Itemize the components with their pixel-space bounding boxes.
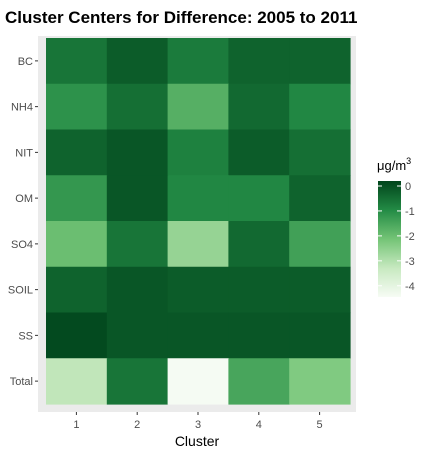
chart-title: Cluster Centers for Difference: 2005 to … bbox=[5, 8, 357, 27]
heatmap-cell-so4-2 bbox=[106, 221, 169, 268]
x-tick-label-4: 4 bbox=[256, 419, 262, 431]
colorbar-tick-label: -4 bbox=[405, 281, 415, 293]
heatmap-cell-nh4-3 bbox=[167, 83, 229, 131]
heatmap-cell-nit-4 bbox=[228, 129, 290, 176]
heatmap-cell-soil-3 bbox=[167, 266, 229, 314]
y-tick-label-bc: BC bbox=[18, 56, 33, 68]
x-tick-label-2: 2 bbox=[134, 419, 140, 431]
heatmap-cell-bc-2 bbox=[106, 38, 169, 85]
heatmap-cell-total-2 bbox=[106, 358, 169, 405]
heatmap-cell-ss-4 bbox=[228, 312, 290, 359]
heatmap-cell-ss-5 bbox=[289, 312, 351, 359]
heatmap-cell-nh4-2 bbox=[106, 83, 169, 131]
heatmap-cell-soil-1 bbox=[46, 266, 108, 314]
heatmap-cell-om-5 bbox=[289, 175, 351, 222]
y-tick-label-nh4: NH4 bbox=[11, 102, 33, 114]
heatmap-cell-om-2 bbox=[106, 175, 169, 222]
colorbar-title-unit: μg/m bbox=[377, 158, 406, 173]
heatmap-cell-bc-1 bbox=[46, 38, 108, 85]
heatmap-cell-soil-5 bbox=[289, 266, 351, 314]
y-tick-label-nit: NIT bbox=[15, 147, 33, 159]
x-tick-label-1: 1 bbox=[73, 419, 79, 431]
heatmap-cell-soil-2 bbox=[106, 266, 169, 314]
heatmap-cell-nh4-4 bbox=[228, 83, 290, 131]
heatmap-cell-so4-3 bbox=[167, 221, 229, 268]
heatmap-cell-ss-3 bbox=[167, 312, 229, 359]
heatmap-cell-bc-4 bbox=[228, 38, 290, 85]
heatmap-cell-total-4 bbox=[228, 358, 290, 405]
heatmap-cell-ss-1 bbox=[46, 312, 108, 359]
heatmap-cell-so4-5 bbox=[289, 221, 351, 268]
heatmap-cell-so4-1 bbox=[46, 221, 108, 268]
y-axis: BC NH4 NIT OM SO4 SOIL SS Total bbox=[8, 56, 38, 388]
heatmap-cell-nh4-5 bbox=[289, 83, 351, 131]
heatmap-cell-total-1 bbox=[46, 358, 108, 405]
heatmap-cell-om-1 bbox=[46, 175, 108, 222]
heatmap-cell-nit-1 bbox=[46, 129, 108, 176]
colorbar-tick-label: -3 bbox=[405, 256, 415, 268]
heatmap-cell-nit-3 bbox=[167, 129, 229, 176]
y-tick-label-ss: SS bbox=[18, 330, 33, 342]
y-tick-label-so4: SO4 bbox=[11, 239, 33, 251]
colorbar-title: μg/m3 bbox=[377, 156, 411, 173]
x-tick-label-3: 3 bbox=[195, 419, 201, 431]
colorbar-title-superscript: 3 bbox=[406, 156, 411, 166]
colorbar-tick-label: 0 bbox=[405, 181, 411, 193]
heatmap-cell-bc-5 bbox=[289, 38, 351, 85]
heatmap-cell-nh4-1 bbox=[46, 83, 108, 131]
heatmap-cell-total-3 bbox=[167, 358, 229, 405]
y-tick-label-soil: SOIL bbox=[8, 285, 33, 297]
heatmap-cell-om-4 bbox=[228, 175, 290, 222]
heatmap-cell-so4-4 bbox=[228, 221, 290, 268]
heatmap-cell-nit-2 bbox=[106, 129, 169, 176]
y-tick-label-om: OM bbox=[15, 193, 33, 205]
colorbar-tick-label: -2 bbox=[405, 231, 415, 243]
heatmap-cell-soil-4 bbox=[228, 266, 290, 314]
colorbar-legend: μg/m3 0 -1 -2 -3 -4 bbox=[377, 156, 415, 297]
heatmap-cells bbox=[46, 38, 351, 405]
heatmap-cell-nit-5 bbox=[289, 129, 351, 176]
x-axis-title: Cluster bbox=[175, 433, 220, 449]
colorbar-gradient bbox=[378, 181, 401, 297]
y-tick-label-total: Total bbox=[10, 376, 33, 388]
x-tick-label-5: 5 bbox=[317, 419, 323, 431]
heatmap-cell-total-5 bbox=[289, 358, 351, 405]
heatmap-cell-bc-3 bbox=[167, 38, 229, 85]
heatmap-cell-ss-2 bbox=[106, 312, 169, 359]
colorbar-tick-label: -1 bbox=[405, 206, 415, 218]
colorbar-ticks: 0 -1 -2 -3 -4 bbox=[378, 181, 415, 293]
heatmap-cell-om-3 bbox=[167, 175, 229, 222]
x-axis: 1 2 3 4 5 bbox=[73, 412, 323, 431]
